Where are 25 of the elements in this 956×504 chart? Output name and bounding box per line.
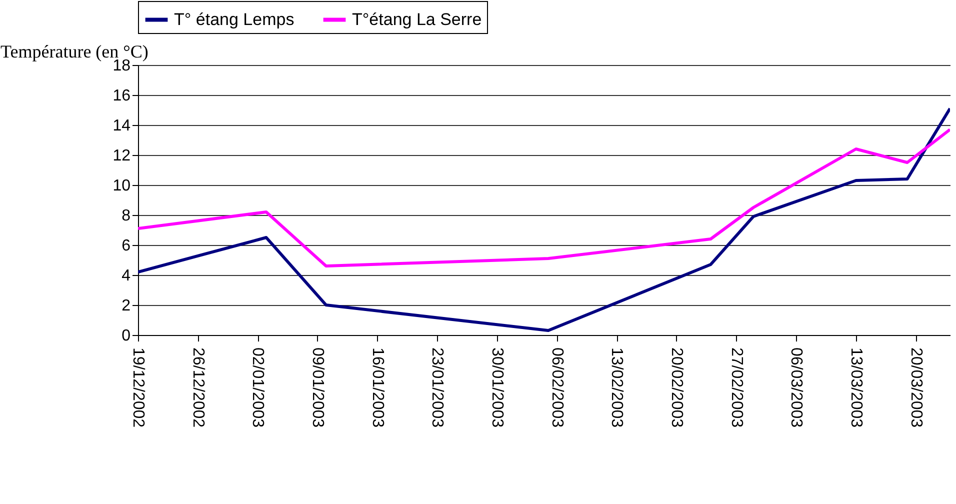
x-tick-label: 02/01/2003 [249,348,266,428]
y-tick-label: 4 [122,268,131,284]
x-tick-label: 16/01/2003 [368,348,386,428]
x-tick-label: 27/02/2003 [728,348,745,428]
x-tick-label: 09/01/2003 [308,348,326,428]
x-tick-label: 26/12/2002 [189,348,206,428]
x-tick-label: 06/02/2003 [548,348,566,428]
x-tick-label: 20/02/2003 [668,348,685,428]
y-tick-label: 10 [112,178,131,194]
legend-label: T°étang La Serre [352,10,482,29]
x-tick-label: 13/02/2003 [608,348,626,428]
x-tick-label: 13/03/2003 [847,348,864,428]
x-tick-label: 06/03/2003 [788,348,805,428]
legend-label: T° étang Lemps [174,10,294,29]
x-tick-label: 23/01/2003 [428,348,446,428]
y-tick-label: 6 [122,238,131,254]
x-tick-label: 19/12/2002 [130,348,146,428]
x-tick-label: 30/01/2003 [488,348,506,428]
y-tick-label: 8 [122,208,131,224]
y-tick-label: 0 [122,328,131,344]
y-tick-label: 2 [122,298,131,314]
y-tick-label: 16 [112,88,131,104]
y-tick-label: 14 [112,118,131,134]
y-tick-label: 12 [112,148,131,164]
x-tick-label: 20/03/2003 [907,348,924,428]
